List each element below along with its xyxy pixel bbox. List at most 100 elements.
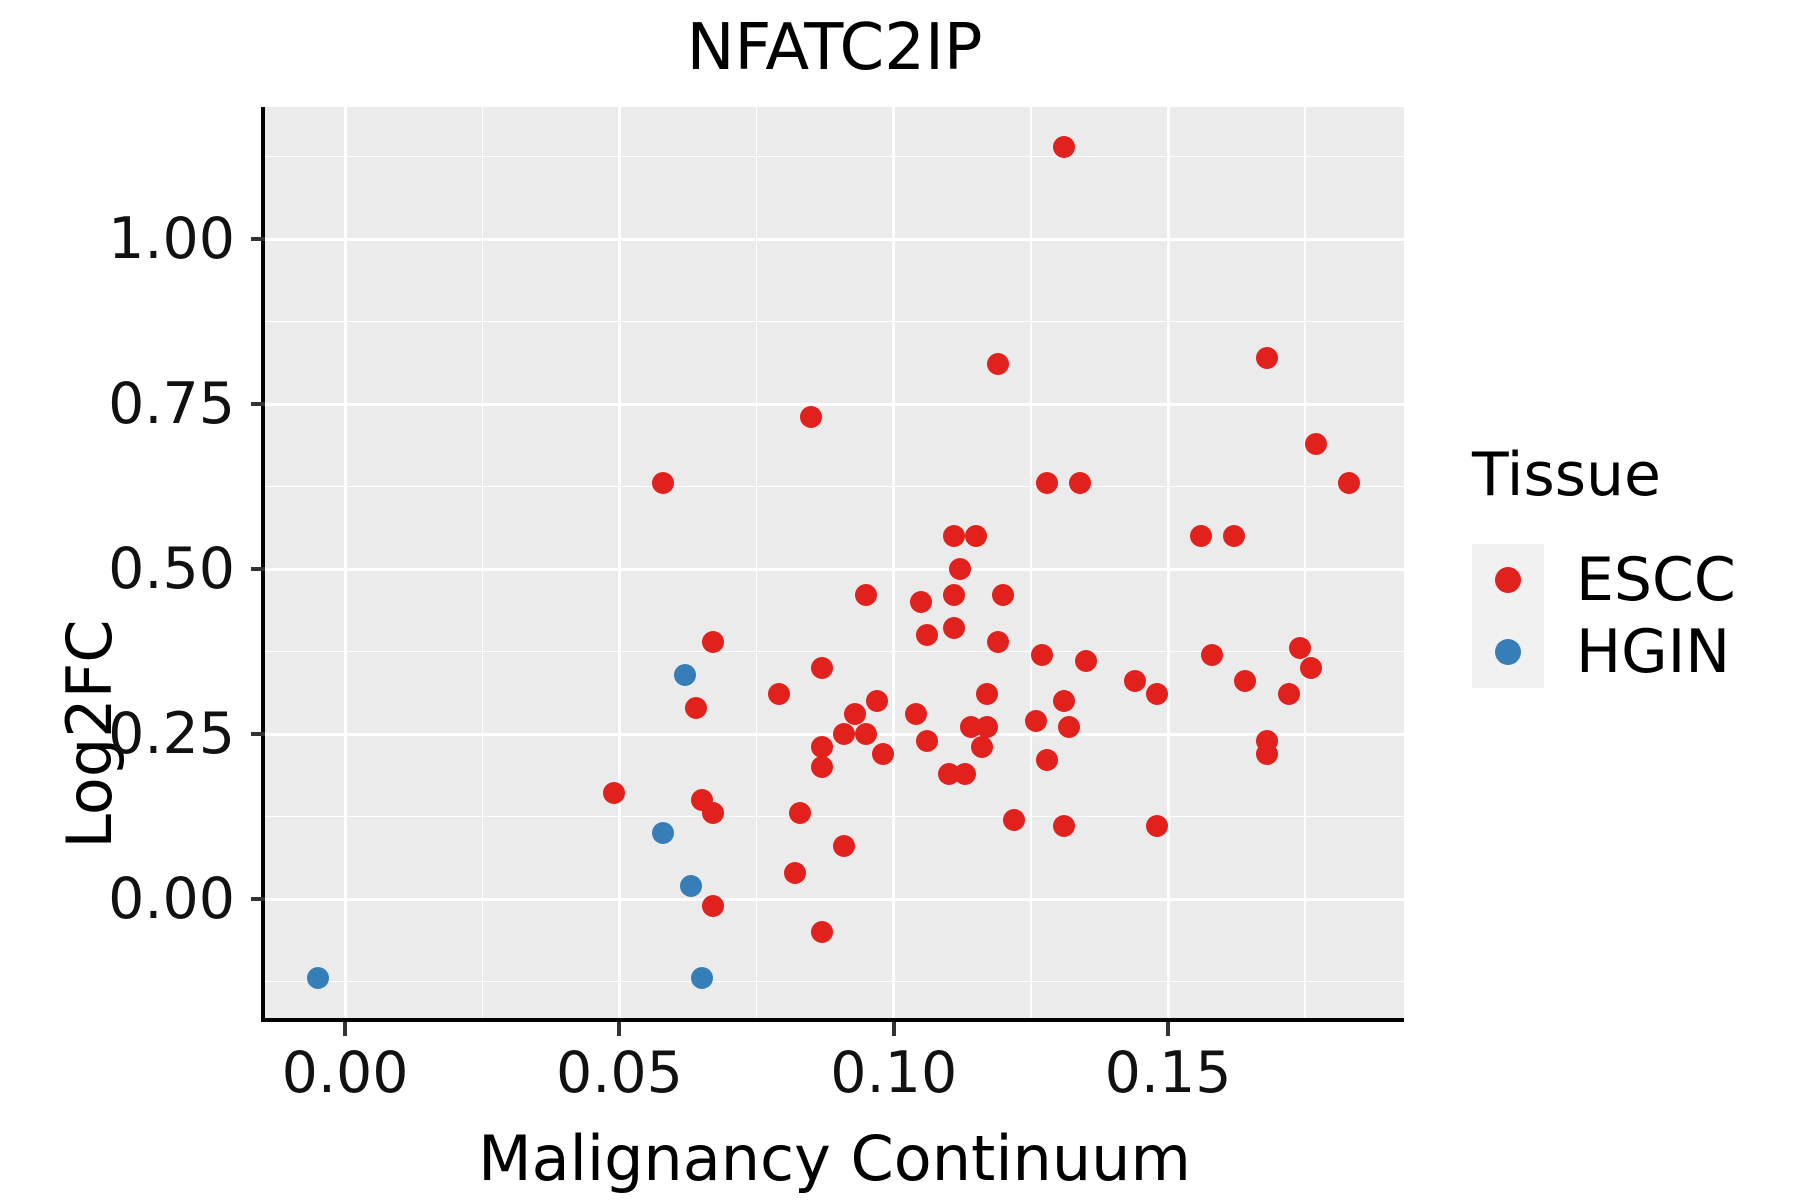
data-point-escc [1233,670,1256,693]
x-axis-line [261,1018,1404,1022]
data-point-escc [652,472,675,495]
data-point-hgin [674,663,697,686]
gridline-y-major [265,567,1404,571]
data-point-escc [789,802,812,825]
y-tick-mark [251,732,265,736]
data-point-escc [1036,749,1059,772]
data-point-escc [1338,472,1361,495]
data-point-escc [970,736,993,759]
gridline-y-minor [265,320,1404,323]
x-axis-title: Malignancy Continuum [478,1122,1191,1195]
data-point-escc [1069,472,1092,495]
gridline-y-minor [265,980,1404,983]
gridline-y-major [265,402,1404,406]
gridline-y-minor [265,650,1404,653]
plot-panel [265,107,1404,1020]
legend-dot-hgin-icon [1495,639,1521,665]
data-point-escc [602,782,625,805]
x-tick-mark [891,1022,896,1036]
data-point-escc [1124,670,1147,693]
data-point-escc [1146,815,1169,838]
data-point-escc [1305,432,1328,455]
data-point-escc [811,657,834,679]
gridline-y-major [265,237,1404,241]
y-tick-label: 0.25 [108,701,235,767]
x-tick-mark [1166,1022,1171,1036]
data-point-escc [1052,135,1075,158]
data-point-escc [1025,709,1048,732]
data-point-escc [1288,637,1311,660]
data-point-escc [811,921,834,944]
data-point-escc [986,630,1009,653]
data-point-escc [904,703,927,726]
data-point-escc [915,729,938,752]
data-point-escc [1036,472,1059,495]
x-tick-label: 0.00 [281,1040,409,1106]
data-point-escc [767,683,790,706]
gridline-x-major [1166,107,1170,1020]
data-point-escc [800,406,823,429]
data-point-escc [1058,716,1081,739]
legend-items: ESCC HGIN [1472,544,1736,688]
data-point-escc [976,716,999,739]
y-tick-label: 0.75 [108,371,235,437]
data-point-escc [1222,525,1245,547]
data-point-escc [701,802,724,825]
y-tick-mark [251,402,265,406]
legend-label: HGIN [1576,617,1731,687]
data-point-escc [833,835,856,858]
y-tick-mark [251,237,265,241]
x-tick-mark [343,1022,348,1036]
x-tick-label: 0.15 [1104,1040,1232,1106]
data-point-escc [1003,808,1026,831]
y-tick-mark [251,567,265,571]
gridline-x-major [343,107,347,1020]
data-point-escc [844,703,867,726]
legend-title: Tissue [1472,440,1661,510]
legend-key [1472,544,1544,616]
data-point-escc [1299,657,1322,679]
y-axis-title: Log2FC [18,619,126,848]
data-point-escc [811,736,834,759]
gridline-x-minor [481,107,484,1020]
data-point-escc [855,723,878,745]
data-point-escc [1200,643,1223,666]
data-point-escc [965,525,988,547]
legend-item-hgin: HGIN [1472,616,1736,688]
legend: Tissue ESCC HGIN [1472,440,1736,688]
y-tick-mark [251,897,265,902]
data-point-escc [1052,815,1075,838]
data-point-escc [855,584,878,607]
plot-title: NFATC2IP [686,11,983,85]
data-point-hgin [652,822,675,845]
gridline-y-minor [265,155,1404,158]
data-point-escc [783,861,806,884]
gridline-x-major [892,107,896,1020]
x-tick-label: 0.10 [830,1040,958,1106]
data-point-escc [811,756,834,779]
data-point-escc [992,584,1015,607]
data-point-escc [1052,690,1075,712]
data-point-escc [910,591,933,613]
legend-dot-escc-icon [1495,567,1521,593]
data-point-escc [1255,742,1278,765]
x-tick-label: 0.05 [555,1040,683,1106]
legend-key [1472,616,1544,688]
legend-label: ESCC [1576,545,1736,615]
data-point-escc [948,558,971,580]
data-point-escc [986,353,1009,376]
gridline-x-major [617,107,621,1020]
data-point-escc [1255,346,1278,369]
y-tick-label: 0.00 [108,866,235,933]
data-point-escc [1146,683,1169,706]
data-point-escc [866,690,889,712]
data-point-escc [701,630,724,653]
y-tick-label: 0.50 [108,536,235,602]
data-point-escc [1189,525,1212,547]
data-point-hgin [679,874,702,897]
data-point-escc [701,894,724,917]
data-point-hgin [690,967,713,990]
data-point-escc [871,742,894,765]
y-axis-line [261,107,265,1022]
